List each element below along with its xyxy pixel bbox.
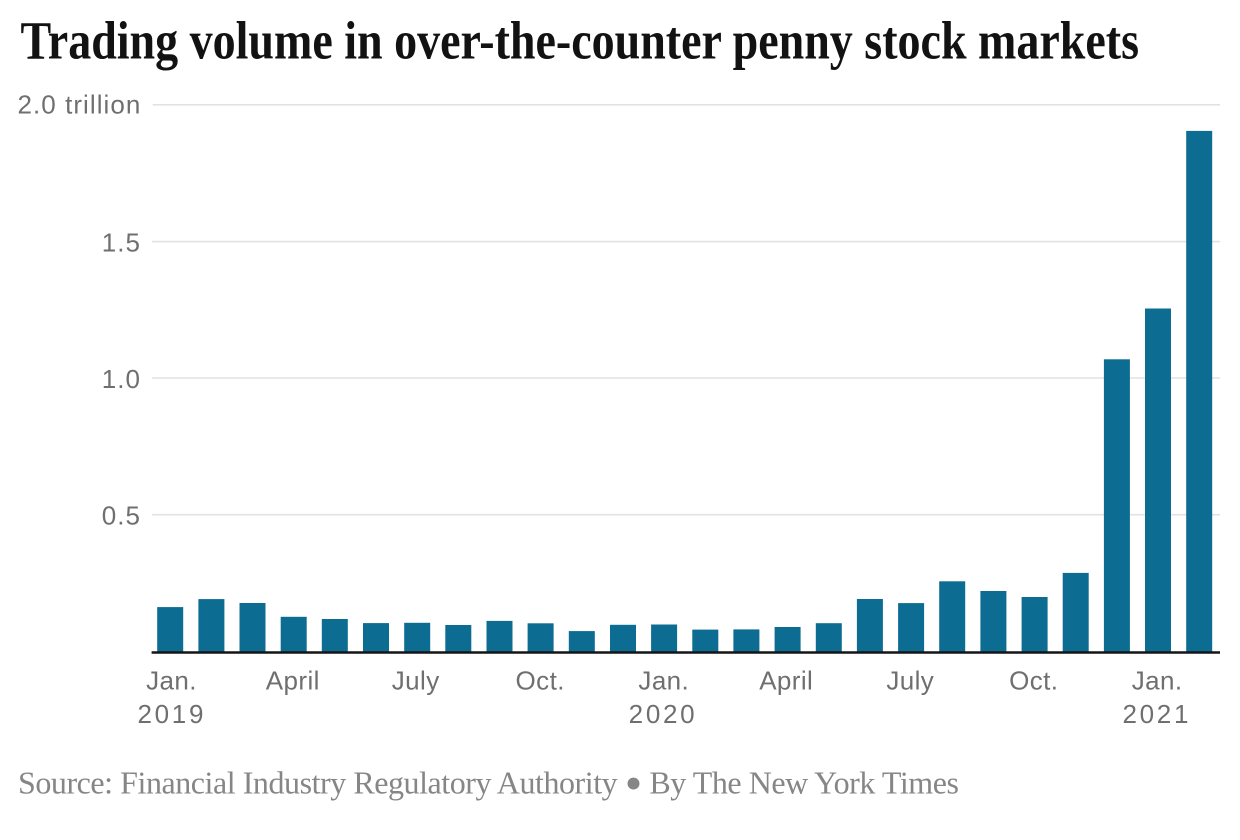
- svg-text:Jan.: Jan.: [1132, 666, 1183, 696]
- svg-text:0.5: 0.5: [102, 501, 141, 531]
- svg-text:Jan.: Jan.: [638, 666, 689, 696]
- svg-text:Trading volume in over-the-cou: Trading volume in over-the-counter penny…: [21, 11, 1140, 71]
- svg-text:Oct.: Oct.: [1009, 666, 1058, 696]
- svg-text:1.0: 1.0: [102, 364, 141, 394]
- svg-text:2.0 trillion: 2.0 trillion: [18, 90, 142, 120]
- svg-text:Jan.: Jan.: [146, 666, 197, 696]
- svg-text:July: July: [392, 666, 440, 696]
- svg-text:1.5: 1.5: [102, 228, 141, 258]
- svg-text:2019: 2019: [137, 699, 206, 729]
- svg-text:July: July: [886, 666, 934, 696]
- svg-text:Oct.: Oct.: [516, 666, 565, 696]
- svg-text:2020: 2020: [629, 699, 698, 729]
- svg-text:April: April: [266, 666, 320, 696]
- svg-text:April: April: [759, 666, 813, 696]
- svg-text:2021: 2021: [1122, 699, 1191, 729]
